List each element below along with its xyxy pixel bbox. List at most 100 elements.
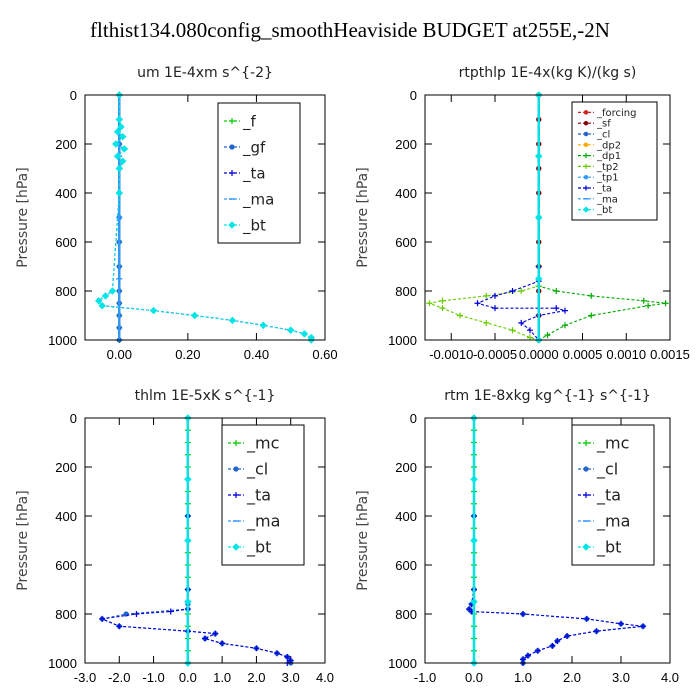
x-tick-label: 1.0 <box>213 670 231 685</box>
y-axis-label: Pressure [hPa] <box>15 167 31 267</box>
data-point <box>202 635 208 642</box>
y-tick-label: 600 <box>55 235 77 250</box>
y-tick-label: 0 <box>410 411 417 426</box>
data-point <box>439 297 446 304</box>
legend-label: _cl <box>246 460 268 480</box>
y-tick-label: 600 <box>395 235 417 250</box>
data-point <box>535 152 543 160</box>
x-tick-label: -0.0010 <box>429 347 473 362</box>
x-tick-label: 0.60 <box>312 347 337 362</box>
data-point <box>535 213 543 222</box>
legend-item: _ta <box>578 486 621 506</box>
data-point <box>535 275 543 283</box>
data-point <box>191 311 199 320</box>
data-point <box>133 611 140 617</box>
data-point <box>474 300 481 307</box>
y-tick-label: 0 <box>70 411 77 426</box>
legend-label: _dp1 <box>596 151 621 162</box>
x-tick-label: 0.0015 <box>650 347 690 362</box>
legend-marker <box>583 110 589 115</box>
legend-label: _tp2 <box>596 162 619 173</box>
legend-item: _mc <box>228 434 279 454</box>
y-tick-label: 400 <box>395 509 417 524</box>
legend-item: _dp1 <box>578 151 621 162</box>
y-tick-label: 1000 <box>388 333 417 348</box>
subplot-1: um 1E-4xm s^{-2} Pressure [hPa] 0 200 400 600… <box>15 65 338 362</box>
y-tick-label: 600 <box>395 558 417 573</box>
data-point <box>492 292 498 299</box>
data-point <box>119 132 127 141</box>
legend-marker <box>583 131 589 137</box>
y-axis-label: Pressure [hPa] <box>355 167 371 267</box>
legend-item: _cl <box>578 130 610 141</box>
y-tick-label: 800 <box>55 607 77 622</box>
data-point <box>439 305 446 312</box>
data-point <box>549 642 556 649</box>
legend-label: _ma <box>596 512 630 532</box>
legend-item: _ta <box>578 184 612 195</box>
legend-marker <box>583 440 589 446</box>
legend-item: _dp2 <box>578 140 621 151</box>
data-point <box>520 611 526 617</box>
y-tick-label: 1000 <box>388 656 417 671</box>
data-point <box>284 653 291 660</box>
data-point <box>112 140 120 148</box>
legend-marker <box>582 206 590 213</box>
legend-marker <box>229 144 235 150</box>
y-tick-label: 1000 <box>48 333 77 348</box>
legend-label: _cl <box>596 460 618 480</box>
legend-label: _ta <box>242 164 266 183</box>
y-tick-label: 400 <box>395 186 417 201</box>
subplot-title: rtpthlp 1E-4x(kg K)/(kg s) <box>459 65 637 81</box>
legend-marker <box>229 170 235 176</box>
legend-item: _bt <box>228 538 271 558</box>
legend-item: _ta <box>224 164 266 183</box>
x-tick-label: 2.0 <box>563 670 581 685</box>
data-point <box>300 330 309 338</box>
legend-item: _f <box>224 112 257 131</box>
legend-item: _ma <box>224 190 274 209</box>
data-point <box>115 164 123 173</box>
x-tick-label: 0.0000 <box>519 347 559 362</box>
data-point <box>645 302 652 309</box>
data-point <box>228 316 237 325</box>
data-point <box>287 326 295 334</box>
data-point <box>662 300 669 307</box>
series-bt <box>184 414 192 667</box>
series-bt <box>470 414 478 667</box>
legend: _mc _cl _ta _ma _bt <box>221 424 305 566</box>
x-tick-label: -3.0 <box>74 670 96 685</box>
data-point <box>253 645 260 652</box>
data-point <box>115 189 123 197</box>
data-point <box>426 300 433 307</box>
data-point <box>470 475 478 483</box>
data-point <box>618 620 624 627</box>
data-point <box>640 297 647 304</box>
data-point <box>588 292 595 299</box>
legend-item: _mc <box>578 434 629 454</box>
plot-frame <box>424 94 671 341</box>
data-point <box>527 327 533 334</box>
data-point <box>113 152 122 160</box>
series-line <box>427 95 540 341</box>
y-tick-label: 200 <box>395 460 417 475</box>
series-bt <box>535 91 543 344</box>
legend-marker <box>232 543 240 551</box>
x-tick-label: 4.0 <box>316 670 334 685</box>
series-tp2 <box>426 92 542 343</box>
data-point <box>640 623 647 630</box>
data-point <box>524 652 531 659</box>
x-tick-label: 0.20 <box>175 347 200 362</box>
data-point <box>554 637 561 644</box>
legend-label: _bt <box>246 538 271 558</box>
subplot-title: thlm 1E-5xK s^{-1} <box>135 388 276 404</box>
data-point <box>562 322 568 329</box>
legend-marker <box>233 466 239 472</box>
legend-label: _gf <box>242 138 266 157</box>
legend-label: _bt <box>596 538 621 558</box>
legend: _mc _cl _ta _ma _bt <box>571 424 655 566</box>
x-tick-label: 0.0010 <box>606 347 646 362</box>
data-point <box>219 640 226 647</box>
x-tick-label: 0.00 <box>107 347 132 362</box>
figure-title: flthist134.080config_smoothHeaviside BUD… <box>90 18 610 42</box>
